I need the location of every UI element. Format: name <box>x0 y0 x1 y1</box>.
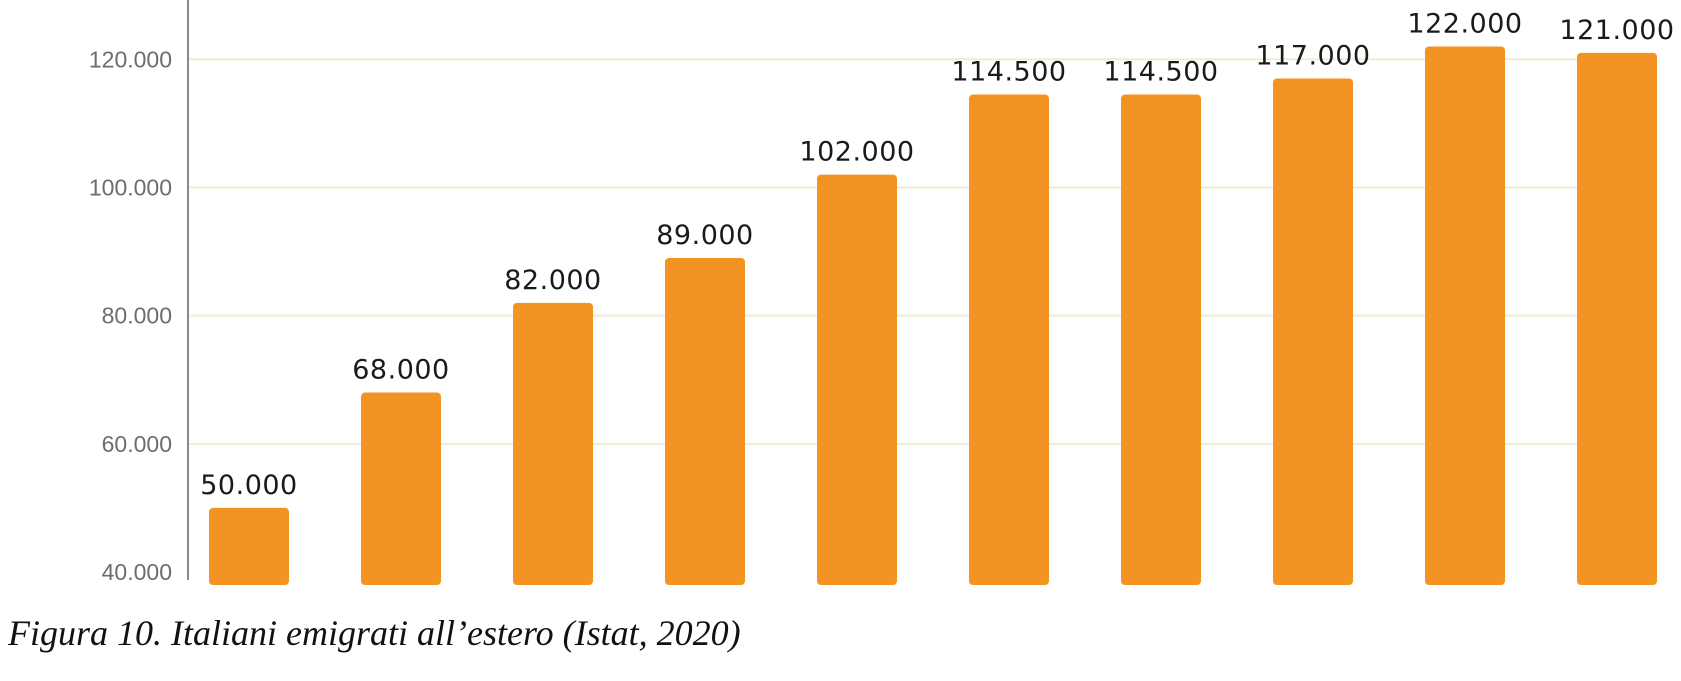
bar-value-label: 89.000 <box>656 220 753 251</box>
bar <box>969 94 1049 585</box>
bar <box>1121 94 1201 585</box>
y-axis-ticks: 40.000 60.000 80.000 100.000 120.000 <box>89 46 172 585</box>
bar-value-label: 122.000 <box>1407 8 1522 39</box>
bar-value-label: 114.500 <box>951 57 1066 88</box>
gridlines <box>188 58 1650 445</box>
data-labels: 50.000 68.000 82.000 89.000 102.000 114.500 11… <box>200 8 1674 500</box>
bar <box>209 507 289 585</box>
bars <box>209 46 1657 586</box>
y-tick-label: 120.000 <box>89 46 172 72</box>
bar-value-label: 102.000 <box>799 137 914 168</box>
bar <box>1577 52 1657 585</box>
bar <box>817 174 897 586</box>
y-tick-label: 60.000 <box>102 431 172 457</box>
bar <box>1273 78 1353 585</box>
figure-caption: Figura 10. Italiani emigrati all’estero … <box>8 613 741 653</box>
bar-value-label: 114.500 <box>1103 57 1218 88</box>
bar-value-label: 82.000 <box>504 265 601 296</box>
bar-value-label: 121.000 <box>1559 15 1674 46</box>
bar-value-label: 68.000 <box>352 355 449 386</box>
y-tick-label: 100.000 <box>89 174 172 200</box>
bar-chart: 40.000 60.000 80.000 100.000 120.000 50.000 6… <box>89 0 1674 586</box>
bar-value-label: 117.000 <box>1255 41 1370 72</box>
bar <box>665 257 745 585</box>
y-tick-label: 40.000 <box>102 559 172 585</box>
bar <box>361 392 441 585</box>
bar <box>1425 46 1505 586</box>
bar-value-label: 50.000 <box>200 470 297 501</box>
y-tick-label: 80.000 <box>102 303 172 329</box>
bar <box>513 302 593 585</box>
